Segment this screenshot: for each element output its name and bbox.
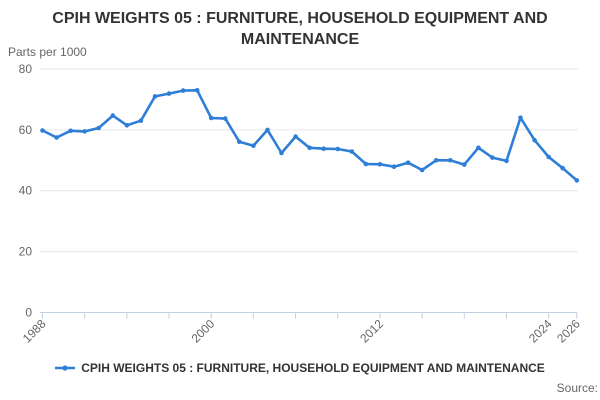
data-point-2009[interactable]	[335, 146, 341, 152]
data-point-2023[interactable]	[532, 137, 537, 143]
data-point-2003[interactable]	[251, 143, 256, 148]
x-tick-label-2012: 2012	[357, 316, 386, 345]
legend-item-label[interactable]: CPIH WEIGHTS 05 : FURNITURE, HOUSEHOLD E…	[81, 361, 545, 375]
data-point-2020[interactable]	[490, 155, 495, 160]
data-point-2000[interactable]	[208, 115, 214, 121]
data-point-1989[interactable]	[54, 135, 59, 140]
y-tick-label-0: 0	[25, 306, 32, 320]
y-tick-label-20: 20	[19, 245, 33, 259]
data-point-2022[interactable]	[518, 115, 523, 120]
data-point-2025[interactable]	[560, 165, 565, 171]
data-point-2004[interactable]	[265, 127, 270, 133]
data-point-2012[interactable]	[377, 162, 383, 167]
data-point-2014[interactable]	[405, 160, 411, 165]
source-label: Source:	[556, 381, 598, 395]
x-tick-label-2026: 2026	[554, 316, 583, 345]
x-tick-label-2000: 2000	[189, 316, 218, 345]
data-point-2017[interactable]	[447, 158, 453, 163]
data-point-2008[interactable]	[321, 146, 327, 151]
data-point-2015[interactable]	[419, 167, 425, 173]
data-point-1993[interactable]	[110, 113, 116, 118]
x-tick-label-2024: 2024	[526, 316, 555, 345]
data-point-2002[interactable]	[237, 139, 242, 144]
data-point-2006[interactable]	[293, 134, 298, 139]
data-point-2010[interactable]	[349, 149, 355, 154]
y-tick-label-40: 40	[19, 184, 33, 198]
series-line	[41, 89, 579, 182]
data-point-2026[interactable]	[574, 178, 580, 183]
data-point-1998[interactable]	[180, 88, 186, 93]
x-tick-label-1988: 1988	[20, 316, 49, 345]
data-point-2013[interactable]	[391, 164, 397, 169]
data-point-1988[interactable]	[40, 128, 45, 133]
data-point-1997[interactable]	[166, 91, 172, 96]
y-axis-unit-label: Parts per 1000	[8, 45, 87, 59]
chart-title: CPIH WEIGHTS 05 : FURNITURE, HOUSEHOLD E…	[0, 8, 600, 50]
data-point-2005[interactable]	[279, 150, 284, 156]
legend-line-with-dot-icon	[55, 365, 76, 371]
data-point-1996[interactable]	[152, 94, 158, 99]
data-point-2018[interactable]	[462, 162, 467, 167]
data-point-2001[interactable]	[223, 116, 228, 121]
data-point-2021[interactable]	[504, 158, 509, 164]
data-point-1991[interactable]	[82, 129, 87, 134]
data-point-2011[interactable]	[363, 161, 369, 167]
data-point-1995[interactable]	[138, 118, 144, 123]
legend: CPIH WEIGHTS 05 : FURNITURE, HOUSEHOLD E…	[0, 361, 600, 375]
y-tick-label-60: 60	[19, 123, 33, 137]
y-tick-label-80: 80	[19, 62, 33, 76]
chart-title-text: CPIH WEIGHTS 05 : FURNITURE, HOUSEHOLD E…	[52, 10, 548, 49]
data-point-1992[interactable]	[96, 125, 101, 131]
data-point-1999[interactable]	[194, 88, 200, 93]
data-point-2007[interactable]	[307, 145, 312, 151]
data-point-1994[interactable]	[124, 123, 130, 128]
data-point-2016[interactable]	[433, 158, 439, 163]
data-point-1990[interactable]	[68, 128, 73, 134]
data-point-2024[interactable]	[546, 154, 551, 160]
data-point-2019[interactable]	[476, 145, 481, 151]
